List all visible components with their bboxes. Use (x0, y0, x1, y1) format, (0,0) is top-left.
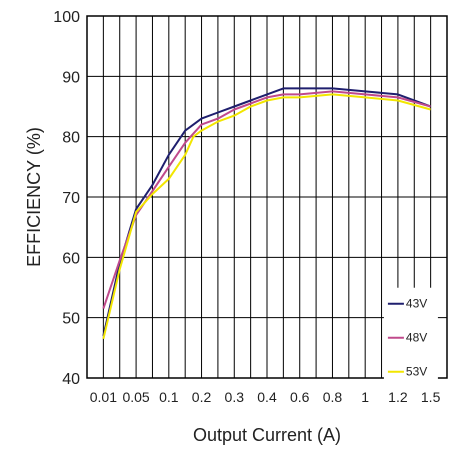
x-tick-label: 1.2 (388, 389, 408, 405)
y-tick-label: 100 (53, 9, 80, 26)
y-tick-labels: 40 50 60 70 80 90 100 (53, 9, 80, 388)
x-tick-label: 0.8 (323, 389, 343, 405)
y-tick-label: 70 (62, 190, 80, 207)
legend-label: 53V (406, 365, 427, 379)
plot-frame (86, 15, 448, 379)
x-tick-label: 0.6 (290, 389, 310, 405)
y-tick-label: 40 (62, 371, 80, 388)
x-tick-label: 0.01 (90, 389, 117, 405)
series-line-43v (102, 87, 431, 337)
x-tick-label: 0.1 (159, 389, 179, 405)
x-tick-label: 1 (361, 389, 369, 405)
x-tick-label: 0.4 (257, 389, 277, 405)
x-tick-labels: 0.01 0.05 0.1 0.2 0.3 0.4 0.6 0.8 1 1.2 1.5 (90, 389, 441, 405)
series-line-48v (102, 90, 431, 309)
y-tick-label: 90 (62, 69, 80, 86)
x-tick-label: 0.05 (122, 389, 149, 405)
y-axis-title: EFFICIENCY (%) (24, 127, 44, 267)
legend-label: 48V (406, 331, 427, 345)
legend-background (383, 287, 438, 392)
y-tick-label: 60 (62, 250, 80, 267)
x-tick-label: 0.2 (192, 389, 212, 405)
y-tick-label: 80 (62, 130, 80, 147)
series-line-53v (102, 93, 431, 340)
x-axis-title: Output Current (A) (193, 425, 341, 445)
legend: 43V 48V 53V (383, 287, 438, 392)
legend-label: 43V (406, 297, 427, 311)
x-tick-label: 0.3 (225, 389, 245, 405)
series-lines (102, 87, 431, 340)
x-tick-label: 1.5 (421, 389, 441, 405)
y-tick-label: 50 (62, 311, 80, 328)
